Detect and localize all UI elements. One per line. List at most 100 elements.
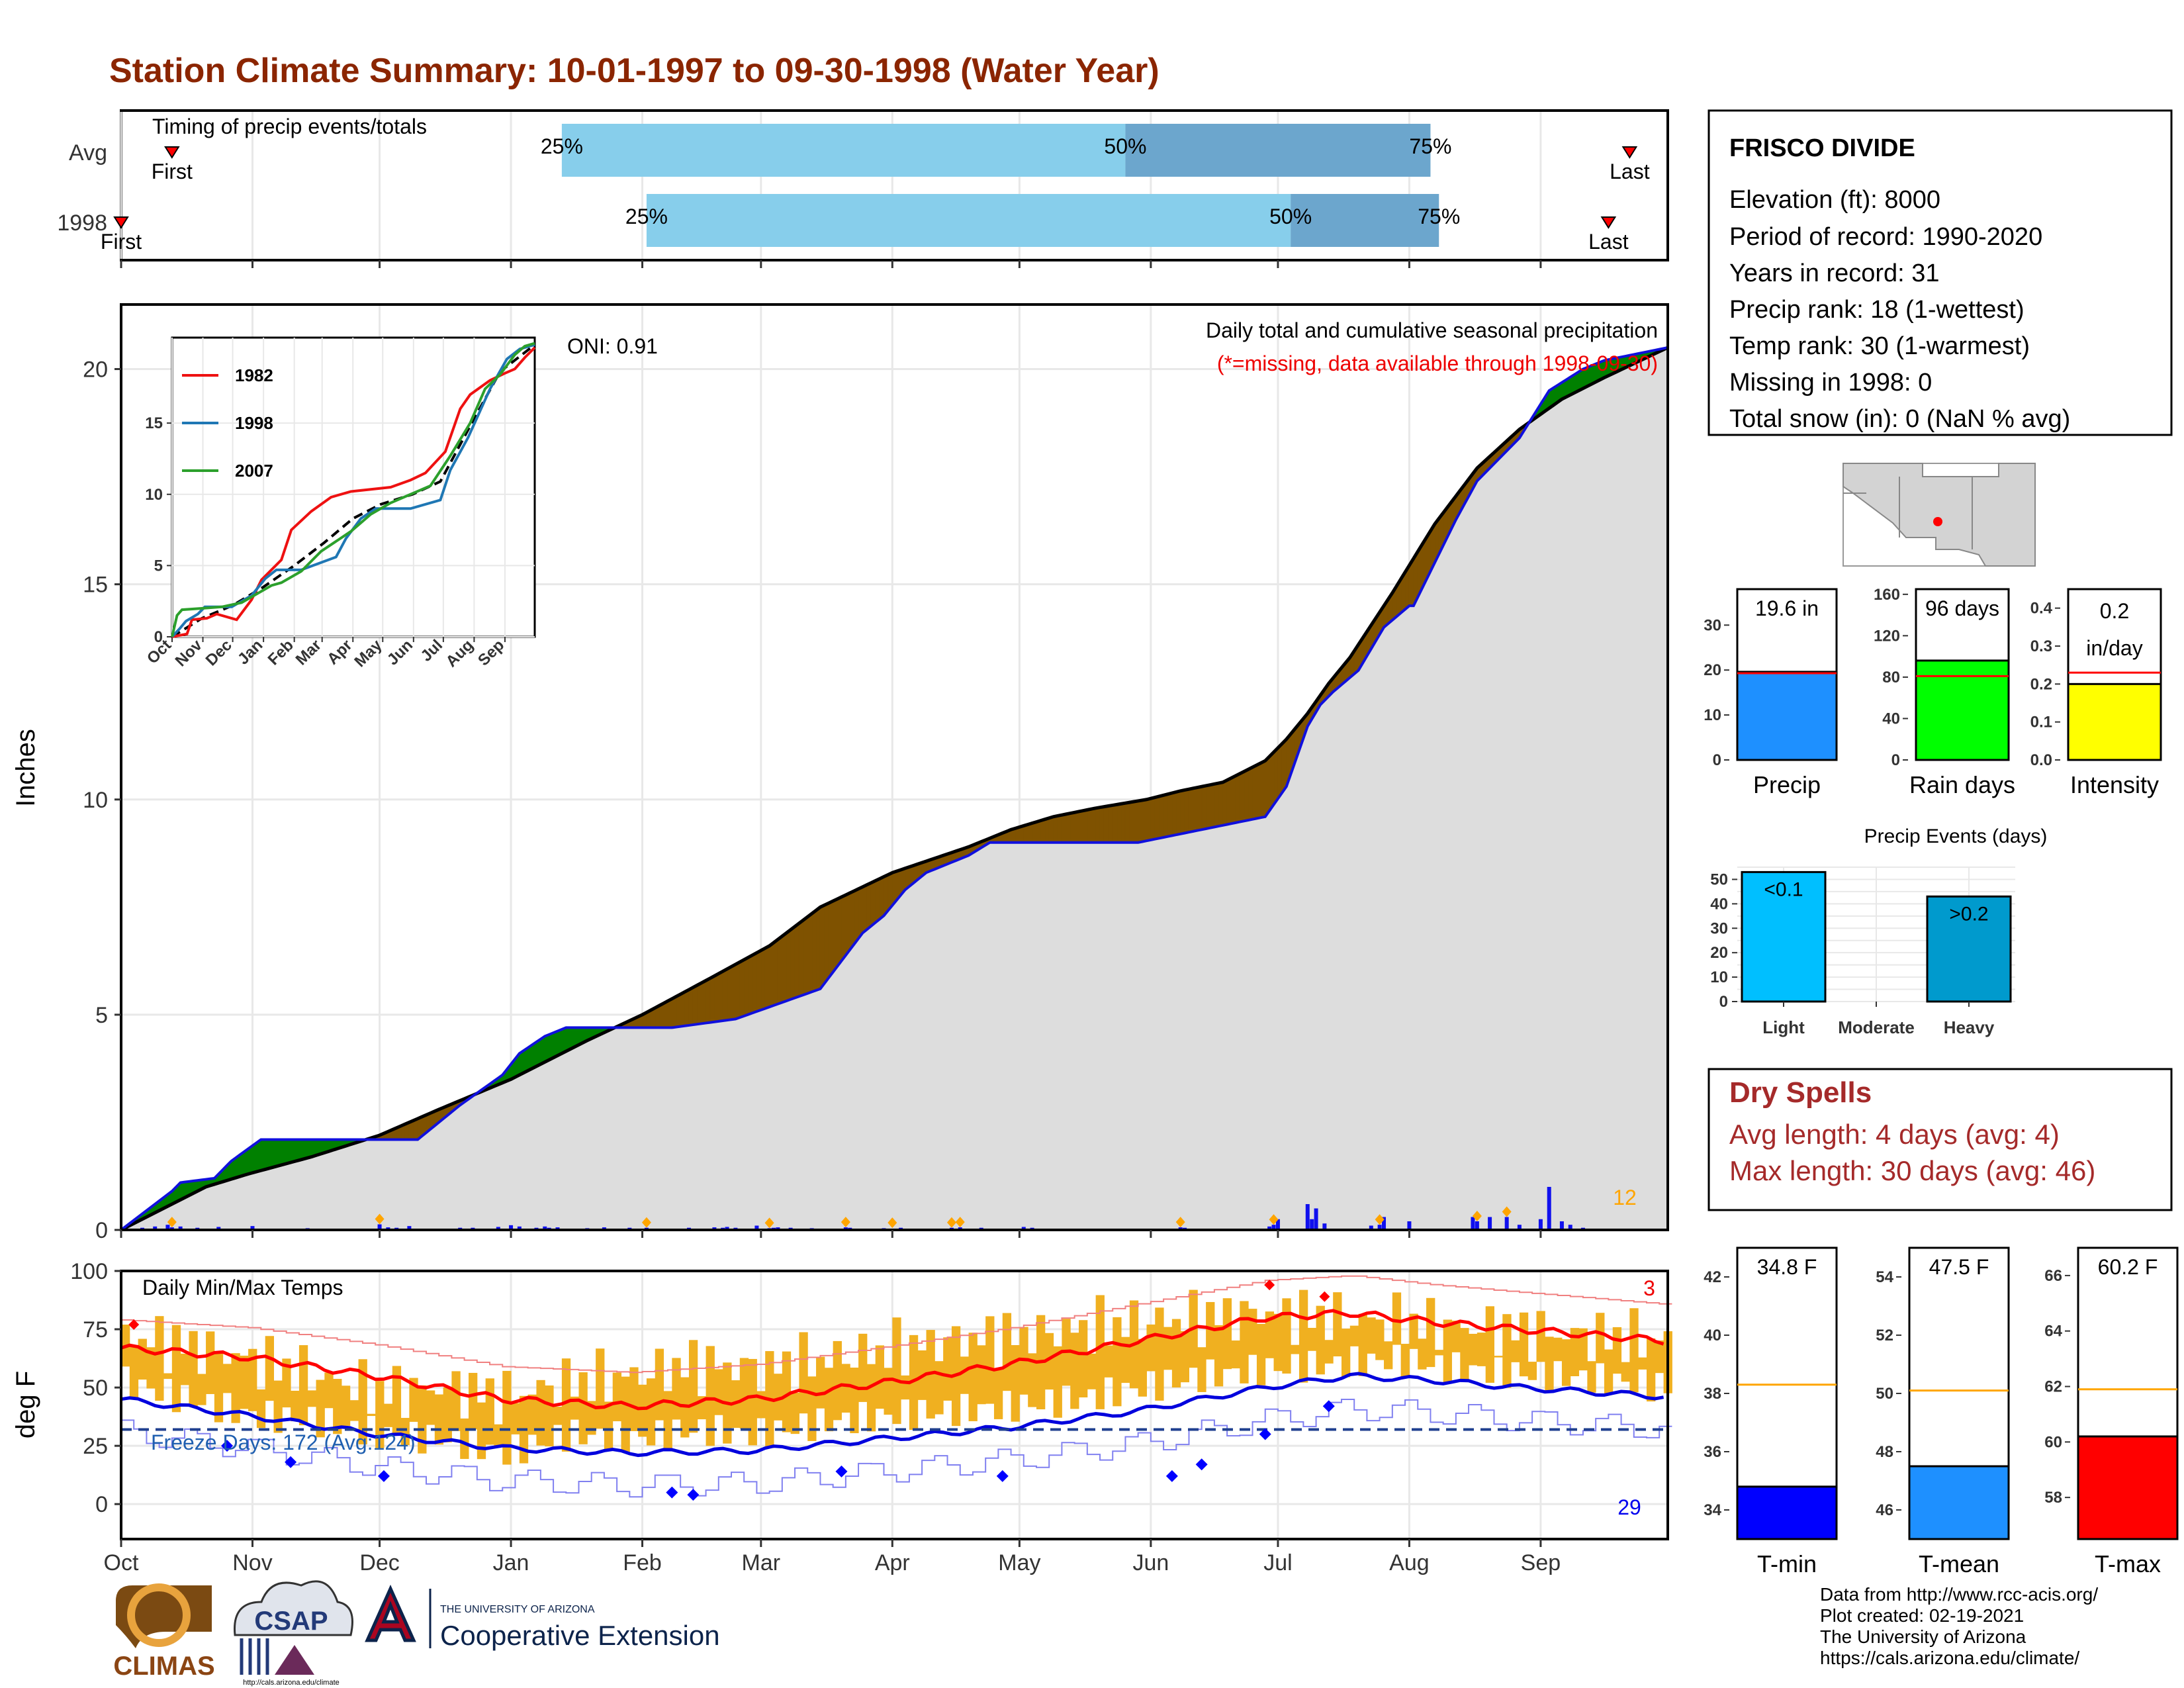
daily-temp-range-bar: [1121, 1336, 1130, 1383]
daily-temp-range-bar: [655, 1348, 664, 1421]
below-average-fill: [862, 884, 868, 934]
summary-y-tick-label: 0.1: [2030, 714, 2052, 731]
daily-temp-range-bar: [240, 1355, 249, 1409]
daily-precip-bar: [1271, 1225, 1276, 1230]
daily-temp-range-bar: [171, 1325, 181, 1413]
events-y-tick-label: 10: [1710, 968, 1728, 986]
daily-temp-range-bar: [527, 1394, 537, 1435]
daily-temp-range-bar: [1527, 1362, 1537, 1380]
below-average-fill: [735, 961, 741, 1020]
inset-y-tick-label: 15: [145, 414, 163, 432]
daily-precip-bar: [1488, 1217, 1492, 1230]
summary-bar-label: 0.2: [2100, 599, 2129, 623]
csap-cloud: [234, 1580, 353, 1636]
daily-precip-bar: [1382, 1217, 1387, 1230]
daily-precip-bar: [1504, 1217, 1509, 1230]
daily-precip-bar: [1310, 1219, 1314, 1230]
below-average-fill: [879, 876, 884, 920]
precip-subtitle: (*=missing, data available through 1998-…: [1217, 352, 1658, 375]
daily-temp-range-bar: [155, 1316, 164, 1401]
daily-temp-range-bar: [1621, 1362, 1630, 1382]
below-average-fill: [1239, 771, 1245, 823]
below-average-fill: [841, 894, 846, 962]
station-info-box: FRISCO DIVIDE Elevation (ft): 8000 Perio…: [1707, 109, 2173, 436]
daily-temp-range-bar: [968, 1333, 978, 1421]
below-average-fill: [1159, 794, 1164, 839]
inset-series-line: [171, 343, 535, 638]
daily-precip-bar: [1568, 1225, 1572, 1230]
month-tick-label: May: [998, 1550, 1040, 1575]
daily-temp-range-bar: [993, 1370, 1003, 1419]
daily-temp-range-bar: [1451, 1321, 1461, 1352]
daily-precip-bar: [496, 1227, 500, 1230]
timing-p25-label: 25%: [541, 134, 583, 158]
daily-temp-range-bar: [1502, 1314, 1512, 1388]
daily-temp-range-bar: [1002, 1313, 1012, 1391]
daily-temp-range-bar: [1248, 1309, 1257, 1355]
daily-temp-range-bar: [333, 1379, 342, 1434]
timing-p25-label: 25%: [625, 205, 668, 228]
below-average-fill: [697, 982, 702, 1025]
daily-temp-range-bar: [298, 1345, 308, 1426]
below-average-fill: [1099, 806, 1105, 843]
info-line-7: Total snow (in): 0 (NaN % avg): [1729, 405, 2070, 433]
csap-text: CSAP: [254, 1607, 328, 1636]
daily-temp-range-bar: [1222, 1298, 1232, 1370]
timing-bars: 25% 50% 75% First Last 25% 50% 75% First Last: [101, 124, 1650, 254]
daily-temp-range-bar: [858, 1333, 868, 1402]
daily-temp-range-bar: [561, 1358, 571, 1452]
record-low-marker: [1259, 1428, 1271, 1440]
below-average-fill: [1226, 777, 1232, 825]
daily-temp-range-bar: [875, 1345, 884, 1409]
below-average-fill: [692, 984, 698, 1025]
csap-url: http://cals.arizona.edu/climate: [243, 1679, 340, 1687]
record-low-marker: [687, 1489, 700, 1501]
daily-temp-range-bar: [816, 1356, 825, 1409]
dry-spells-avg: Avg length: 4 days (avg: 4): [1729, 1119, 2060, 1150]
temp-y-label: deg F: [11, 1371, 40, 1438]
below-average-fill: [1171, 791, 1177, 837]
below-average-fill: [1248, 767, 1253, 821]
below-average-fill: [748, 955, 753, 1015]
timing-bar-25-50: [646, 194, 1291, 247]
daily-temp-range-bar: [189, 1331, 198, 1407]
daily-temp-range-bar: [1180, 1331, 1189, 1383]
daily-precip-bar: [1471, 1217, 1475, 1230]
daily-max-marker: [764, 1217, 774, 1229]
daily-temp-range-bar: [418, 1385, 427, 1454]
below-average-fill: [1205, 784, 1210, 829]
daily-temp-range-bar: [1273, 1313, 1283, 1372]
daily-temp-range-bar: [1570, 1328, 1580, 1376]
daily-temp-range-bar: [1206, 1301, 1215, 1360]
dry-spells-title: Dry Spells: [1729, 1076, 1872, 1109]
below-average-fill: [1193, 786, 1198, 832]
summary-y-tick-label: 120: [1874, 627, 1900, 645]
below-average-fill: [1048, 816, 1054, 843]
below-average-fill: [701, 980, 707, 1024]
month-tick-label: Feb: [623, 1550, 662, 1575]
temp-grid: [120, 1270, 1668, 1539]
daily-temp-range-bar: [1460, 1328, 1469, 1382]
summary-y-tick-label: 80: [1882, 669, 1900, 686]
ua-small-text: THE UNIVERSITY OF ARIZONA: [440, 1604, 595, 1615]
summary-y-tick-label: 0: [1713, 751, 1721, 769]
temp-y-tick-label: 50: [83, 1376, 108, 1401]
summary-y-tick-label: 66: [2044, 1267, 2062, 1285]
daily-temp-range-bar: [1655, 1340, 1664, 1374]
below-average-fill: [815, 906, 821, 991]
daily-temp-range-bar: [375, 1381, 385, 1448]
inset-legend-label: 1998: [235, 413, 273, 433]
daily-temp-range-bar: [960, 1356, 970, 1394]
daily-temp-range-bar: [1409, 1313, 1418, 1349]
daily-temp-range-bar: [934, 1361, 944, 1415]
footer-credits: Data from http://www.rcc-acis.org/ Plot …: [1820, 1584, 2098, 1668]
daily-temp-range-bar: [1231, 1340, 1240, 1369]
summary-y-tick-label: 48: [1876, 1443, 1893, 1461]
summary-bar-name: Precip: [1753, 771, 1821, 798]
timing-p50-label: 50%: [1104, 134, 1146, 158]
daily-temp-range-bar: [705, 1346, 715, 1446]
daily-temp-range-bar: [1612, 1327, 1622, 1374]
below-average-fill: [1269, 751, 1275, 812]
inset-y-tick-label: 5: [154, 557, 163, 575]
daily-temp-range-bar: [985, 1316, 995, 1404]
